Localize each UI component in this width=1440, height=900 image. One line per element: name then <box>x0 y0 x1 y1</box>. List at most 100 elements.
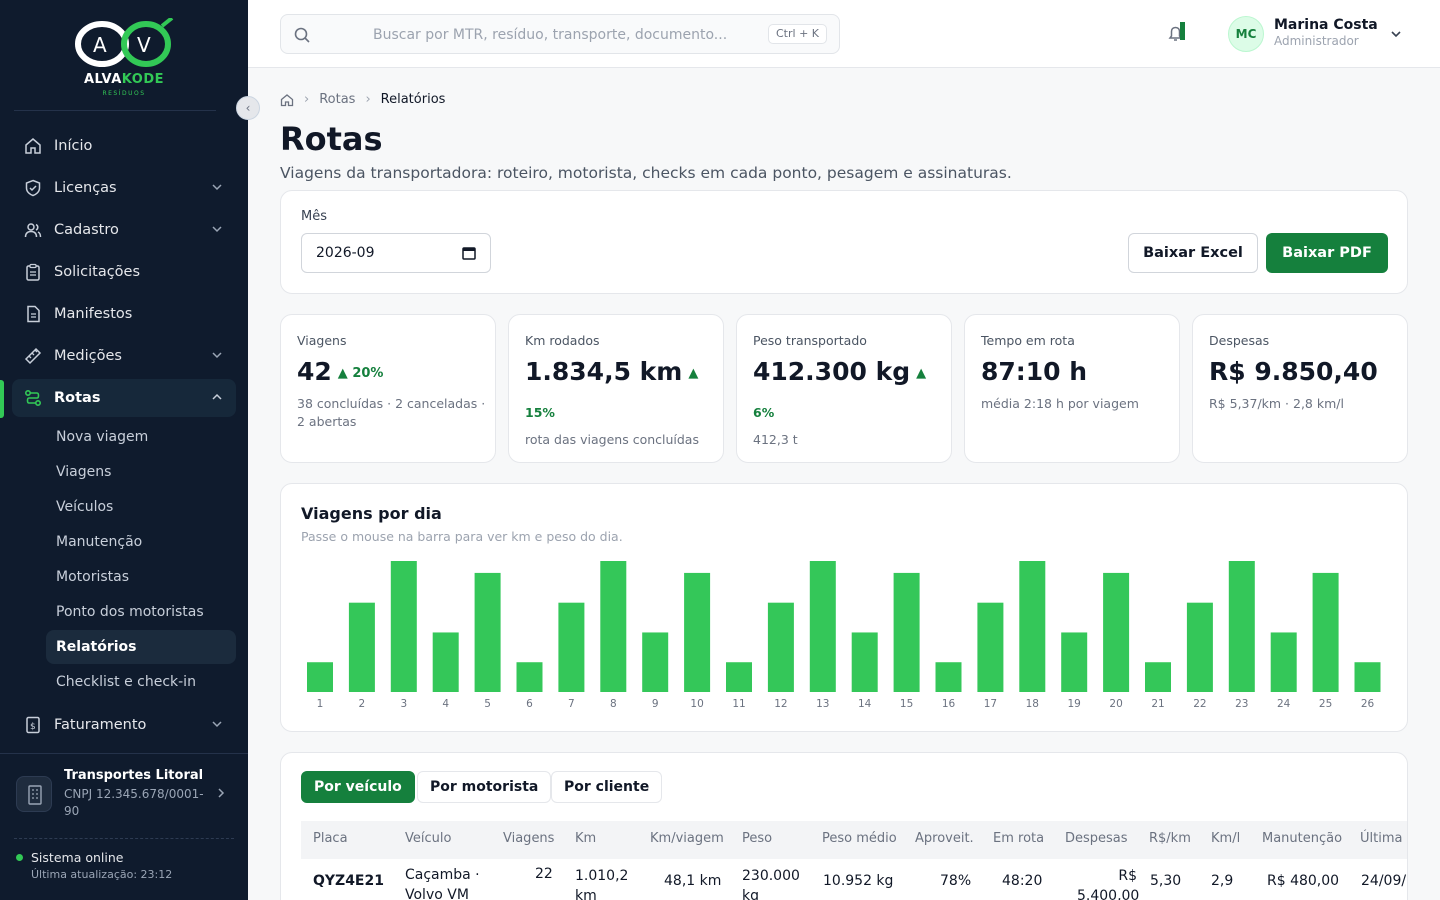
chart-bar[interactable] <box>307 662 333 692</box>
x-tick-label: 2 <box>359 698 366 710</box>
column-header[interactable]: Aproveit. <box>915 831 974 846</box>
column-header[interactable]: Km/l <box>1211 831 1241 846</box>
tab-por-cliente[interactable]: Por cliente <box>551 771 663 803</box>
sidebar-subitem-checklist[interactable]: Checklist e check-in <box>56 674 196 690</box>
sidebar-subitem-nova-viagem[interactable]: Nova viagem <box>56 429 149 445</box>
column-header[interactable]: Viagens <box>503 831 555 846</box>
column-header[interactable]: Placa <box>313 831 348 846</box>
sidebar-item-cadastro[interactable]: Cadastro <box>12 211 236 249</box>
x-tick-label: 18 <box>1026 698 1039 710</box>
breadcrumb-item[interactable]: Rotas <box>319 92 356 107</box>
kpi-change: 15% <box>525 405 555 420</box>
chart-subtitle: Passe o mouse na barra para ver km e pes… <box>301 529 623 544</box>
chart-bar[interactable] <box>1312 572 1339 692</box>
company-switcher[interactable]: Transportes Litoral CNPJ 12.345.678/0001… <box>16 766 236 822</box>
chart-bar[interactable] <box>1228 561 1255 692</box>
trips-per-day-chart: 1 2 3 4 5 6 7 8 9 10 11 12 13 14 15 16 17 18 19 20 21 22 23 24 2… <box>307 561 1381 710</box>
column-header[interactable]: Km <box>575 831 597 846</box>
user-name[interactable]: Marina Costa <box>1274 17 1378 33</box>
sidebar-item-solicitacoes[interactable]: Solicitações <box>12 253 236 291</box>
download-excel-button[interactable]: Baixar Excel <box>1128 233 1258 273</box>
home-icon[interactable] <box>280 93 294 107</box>
brand-logo[interactable]: A V ALVAKODE RESÍDUOS <box>72 16 176 100</box>
avatar[interactable]: MC <box>1228 16 1264 52</box>
chart-bar[interactable] <box>726 662 752 692</box>
chart-bar[interactable] <box>1270 632 1297 692</box>
bell-icon[interactable] <box>1166 22 1188 44</box>
sidebar-subitem-ponto-motoristas[interactable]: Ponto dos motoristas <box>56 604 204 620</box>
kpi-value: 412.300 kg ▲ <box>753 357 927 386</box>
collapse-sidebar-button[interactable]: ‹ <box>236 96 260 120</box>
svg-text:$: $ <box>30 722 36 732</box>
sidebar-item-faturamento[interactable]: $ Faturamento <box>12 706 236 744</box>
x-tick-label: 14 <box>858 698 872 710</box>
chart-bar[interactable] <box>558 602 585 692</box>
column-header[interactable]: Km/viagem <box>650 831 724 846</box>
tab-por-motorista[interactable]: Por motorista <box>417 771 552 803</box>
sidebar-subitem-relatorios[interactable]: Relatórios <box>46 630 236 664</box>
column-header[interactable]: Veículo <box>405 831 452 846</box>
sidebar-item-rotas[interactable]: Rotas <box>12 379 236 417</box>
chart-bar[interactable] <box>1354 662 1381 692</box>
sidebar-item-inicio[interactable]: Início <box>12 127 236 165</box>
calendar-icon[interactable] <box>462 246 476 260</box>
chart-bar[interactable] <box>1145 662 1171 692</box>
kpi-km: Km rodados 1.834,5 km ▲ 15% rota das viag… <box>508 314 724 463</box>
kpi-note: 412,3 t <box>753 432 798 447</box>
chart-bar[interactable] <box>809 561 836 692</box>
sidebar-subitem-veiculos[interactable]: Veículos <box>56 499 114 515</box>
x-tick-label: 9 <box>652 698 659 710</box>
sidebar-subitem-motoristas[interactable]: Motoristas <box>56 569 130 585</box>
kpi-note: 38 concluídas · 2 canceladas · 2 abertas <box>297 396 486 429</box>
tab-por-veiculo[interactable]: Por veículo <box>301 771 415 803</box>
chevron-down-icon <box>212 352 222 359</box>
chart-bar[interactable] <box>474 572 501 692</box>
table-cell: 48,1 km <box>664 873 722 889</box>
sidebar-item-label: Rotas <box>54 390 101 406</box>
column-header[interactable]: R$/km <box>1149 831 1191 846</box>
column-header[interactable]: Em rota <box>993 831 1045 846</box>
month-input[interactable]: 2026-09 <box>301 233 491 273</box>
chevron-right-icon <box>218 788 225 798</box>
sidebar-item-manifestos[interactable]: Manifestos <box>12 295 236 333</box>
breadcrumb-current: Relatórios <box>380 92 446 107</box>
chart-bar[interactable] <box>684 572 711 692</box>
search-input[interactable] <box>373 24 753 46</box>
sidebar-item-label: Solicitações <box>54 264 141 280</box>
user-role: Administrador <box>1274 34 1359 48</box>
logo-mark-icon: A V <box>75 16 174 67</box>
chart-bar[interactable] <box>390 561 417 692</box>
chart-bar[interactable] <box>600 561 627 692</box>
chart-bar[interactable] <box>767 602 794 692</box>
chart-bar[interactable] <box>1019 561 1046 692</box>
search-box[interactable]: Ctrl + K <box>280 14 840 54</box>
chart-bar[interactable] <box>935 662 962 692</box>
column-header[interactable]: Manutenção <box>1262 831 1343 846</box>
sidebar-item-medicoes[interactable]: Medições <box>12 337 236 375</box>
chart-bar[interactable] <box>851 632 878 692</box>
sidebar-item-label: Faturamento <box>54 717 147 733</box>
chart-bar[interactable] <box>642 632 669 692</box>
chart-bar[interactable] <box>893 572 920 692</box>
sidebar-item-licencas[interactable]: Licenças <box>12 169 236 207</box>
chart-bar[interactable] <box>1103 572 1130 692</box>
chart-bar[interactable] <box>1061 632 1088 692</box>
column-header[interactable]: Última <box>1360 831 1403 846</box>
kpi-value: 87:10 h <box>981 357 1088 386</box>
sidebar-subitem-manutencao[interactable]: Manutenção <box>56 534 143 550</box>
chart-bar[interactable] <box>1186 602 1213 692</box>
x-tick-label: 10 <box>690 698 703 710</box>
chart-bar[interactable] <box>348 602 375 692</box>
chart-bar[interactable] <box>432 632 459 692</box>
download-pdf-button[interactable]: Baixar PDF <box>1266 233 1388 273</box>
chart-bar[interactable] <box>977 602 1004 692</box>
chart-bar[interactable] <box>516 662 543 692</box>
column-header[interactable]: Peso médio <box>822 831 897 846</box>
column-header[interactable]: Despesas <box>1065 831 1128 846</box>
sidebar-subitem-viagens[interactable]: Viagens <box>56 464 112 480</box>
chevron-down-icon[interactable] <box>1390 28 1402 40</box>
home-icon <box>25 138 41 154</box>
x-tick-label: 17 <box>984 698 997 710</box>
column-header[interactable]: Peso <box>742 831 773 846</box>
x-tick-label: 8 <box>610 698 617 710</box>
